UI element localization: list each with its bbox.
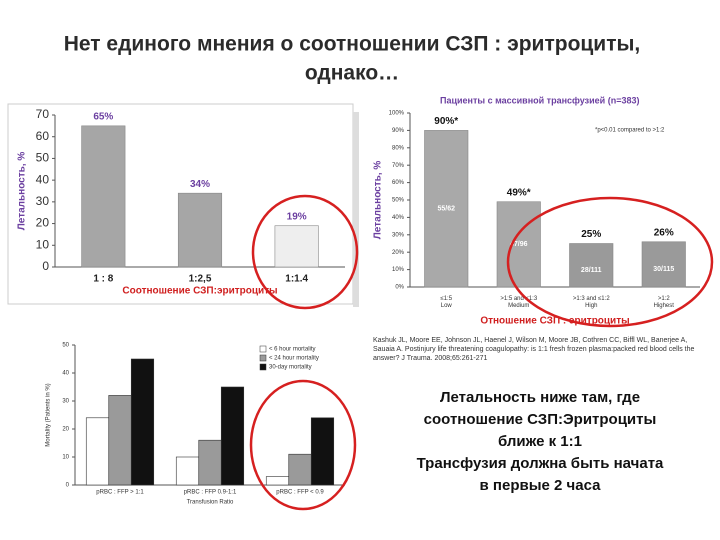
y-tick-label: 50% — [392, 198, 405, 204]
inner-label: 55/62 — [437, 206, 455, 213]
conclusion: Летальность ниже там, где — [440, 389, 640, 406]
citation: Sauaia A. Postinjury life threatening co… — [373, 346, 695, 353]
bar — [641, 241, 686, 288]
inner-label: 47/96 — [510, 241, 528, 248]
y-tick-label: 10% — [392, 267, 405, 273]
y-tick-label: 40 — [36, 172, 50, 186]
value-label: 65% — [93, 111, 113, 122]
y-tick-label: 10 — [62, 455, 69, 461]
y-axis-label: Mortality (Patients in %) — [46, 383, 52, 446]
y-tick-label: 100% — [389, 111, 405, 117]
legend-swatch — [259, 363, 267, 371]
x-tick-label: pRBC : FFP > 1:1 — [96, 490, 144, 496]
y-tick-label: 60% — [392, 180, 405, 186]
citation: answer? J Trauma. 2008;65:261-271 — [373, 355, 488, 362]
panel-shadow — [353, 112, 359, 307]
y-tick-label: 20% — [392, 250, 405, 256]
chart: 0% 10% 20% 30% 40% 50% 60% 70% 80% 90% 100% Пациент… — [373, 95, 700, 327]
y-tick-label: 20 — [36, 216, 50, 230]
annotation: *p<0.01 compared to >1:2 — [595, 128, 665, 134]
y-tick-label: 50 — [62, 343, 69, 349]
y-tick-label: 40 — [62, 371, 69, 377]
y-axis-label: Летальность, % — [373, 161, 384, 240]
x-tick-label: pRBC : FFP < 0.9 — [276, 490, 324, 496]
value-label: 19% — [287, 211, 307, 222]
inner-label: 28/111 — [581, 267, 602, 274]
bar — [274, 225, 319, 268]
chart-title: Пациенты с массивной трансфузией (n=383) — [440, 95, 639, 105]
y-tick-label: 60 — [36, 129, 50, 143]
x-axis-label: Отношение СЗП : эритроциты — [480, 316, 629, 327]
bar — [496, 201, 541, 288]
y-tick-label: 0% — [395, 285, 404, 291]
slide-title: Нет единого мнения о соотношении СЗП : э… — [64, 33, 641, 56]
chart: 0 10 20 30 40 50 Mortality (Patients in %) Tran… — [46, 343, 345, 506]
value-label: 25% — [581, 229, 601, 240]
y-tick-label: 80% — [392, 145, 405, 151]
highlight-circle — [251, 194, 359, 310]
value-label: 34% — [190, 179, 210, 190]
x-tick-label: >1:3 and ≤1:2 High — [573, 296, 610, 309]
bar — [108, 395, 132, 486]
conclusion: соотношение СЗП:Эритроциты — [424, 411, 657, 428]
y-tick-label: 70 — [36, 107, 50, 121]
inner-label: 30/115 — [653, 266, 674, 273]
value-label: 90%* — [434, 116, 458, 127]
bar — [177, 192, 223, 268]
value-label: 26% — [654, 227, 674, 238]
slide-title: однако… — [305, 62, 399, 85]
bar — [220, 386, 245, 486]
citation: Kashuk JL, Moore EE, Johnson JL, Haenel … — [373, 337, 687, 344]
highlight-circle — [506, 196, 714, 328]
chart: 0 10 20 30 40 50 60 70 Летальность, % Соотношение… — [17, 107, 345, 297]
bar — [265, 476, 290, 486]
y-tick-label: 90% — [392, 128, 405, 134]
bar — [130, 358, 155, 486]
highlight-circle — [249, 379, 357, 511]
y-tick-label: 20 — [62, 427, 69, 433]
value-label: 49%* — [507, 187, 531, 198]
y-tick-label: 0 — [42, 259, 49, 273]
x-axis-label: Transfusion Ratio — [187, 500, 234, 506]
x-tick-label: >1:5 and ≤1:3 Medium — [500, 296, 537, 309]
bar — [85, 417, 110, 486]
legend-swatch — [259, 354, 267, 362]
y-tick-label: 30 — [36, 194, 50, 208]
legend-label: 30-day mortality — [269, 365, 312, 371]
conclusion: Трансфузия должна быть начата — [417, 455, 664, 472]
y-axis-label: Летальность, % — [17, 152, 28, 231]
y-tick-label: 30% — [392, 232, 405, 238]
charts: 0 10 20 30 40 50 60 70 Летальность, % Соотношение… — [17, 95, 700, 506]
conclusion: в первые 2 часа — [480, 477, 602, 494]
bar — [175, 456, 200, 486]
y-tick-label: 0 — [66, 483, 70, 489]
legend-label: < 24 hour mortality — [269, 356, 319, 362]
x-axis-label: Соотношение СЗП:эритроциты — [122, 286, 277, 297]
y-tick-label: 10 — [36, 237, 50, 251]
x-tick-label: 1:1.4 — [285, 274, 308, 285]
y-tick-label: 30 — [62, 399, 69, 405]
bar — [310, 417, 335, 486]
y-tick-label: 40% — [392, 215, 405, 221]
x-tick-label: 1 : 8 — [93, 274, 113, 285]
bar — [81, 125, 126, 268]
bar — [198, 439, 222, 486]
x-tick-label: pRBC : FFP 0.9-1:1 — [184, 490, 237, 496]
legend-swatch — [259, 345, 267, 353]
bar — [288, 453, 312, 486]
bar — [569, 243, 614, 288]
y-tick-label: 50 — [36, 151, 50, 165]
x-tick-label: >1:2 Highest — [654, 296, 675, 309]
x-tick-label: ≤1:5 Low — [440, 296, 452, 309]
legend-label: < 6 hour mortality — [269, 347, 316, 353]
bar — [424, 130, 469, 288]
conclusion: ближе к 1:1 — [498, 433, 582, 450]
y-tick-label: 70% — [392, 163, 405, 169]
x-tick-label: 1:2,5 — [189, 274, 212, 285]
